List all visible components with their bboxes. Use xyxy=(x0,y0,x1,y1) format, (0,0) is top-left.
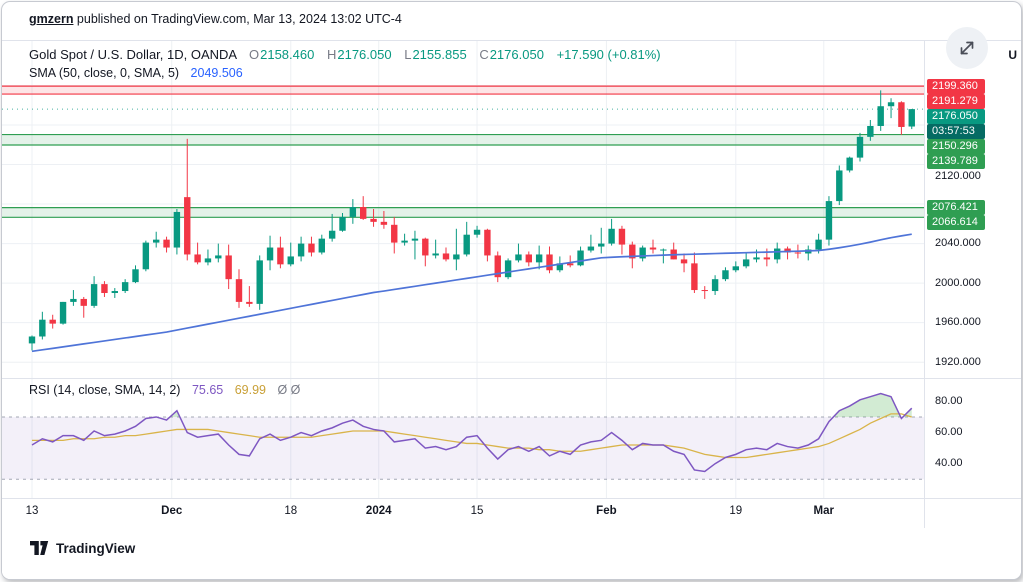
rsi-pane-chart[interactable] xyxy=(2,378,924,498)
attribution-text: published on TradingView.com, Mar 13, 20… xyxy=(73,12,402,26)
price-scale-label-plain: 2040.000 xyxy=(935,237,981,250)
sma-line xyxy=(31,233,912,353)
high-label: H xyxy=(326,47,337,62)
symbol-title: Gold Spot / U.S. Dollar, 1D, OANDA xyxy=(29,47,237,62)
open-value: 2158.460 xyxy=(260,47,315,62)
resistance-zone xyxy=(2,86,924,95)
expand-arrows-icon xyxy=(960,41,974,55)
time-axis[interactable]: 13 Dec 18 2024 15 Feb 19 Mar xyxy=(2,498,924,528)
rsi-title: RSI (14, close, SMA, 14, 2) xyxy=(29,383,181,397)
change-value: +17.590 (+0.81%) xyxy=(556,47,661,62)
sma-title: SMA (50, close, 0, SMA, 5) xyxy=(29,66,180,80)
symbol-legend-row[interactable]: Gold Spot / U.S. Dollar, 1D, OANDA O2158… xyxy=(29,47,661,62)
sma-legend-row[interactable]: SMA (50, close, 0, SMA, 5) 2049.506 xyxy=(29,66,243,80)
tradingview-logo-icon xyxy=(30,541,49,555)
low-label: L xyxy=(404,47,412,62)
time-axis-tick: 18 xyxy=(284,505,298,517)
attribution: gmzern published on TradingView.com, Mar… xyxy=(29,12,402,26)
open-label: O xyxy=(248,47,260,62)
candlestick-series xyxy=(28,90,915,351)
footer: TradingView xyxy=(2,528,1021,579)
time-axis-tick: 2024 xyxy=(365,505,392,517)
time-axis-tick: Mar xyxy=(813,505,834,517)
close-value: 2176.050 xyxy=(489,47,544,62)
corner-partial-text: U xyxy=(1008,48,1017,62)
price-scale-label-countdown: 03:57:53 xyxy=(927,123,985,139)
rsi-ma-line xyxy=(32,413,912,459)
price-scale-label-plain: 2120.000 xyxy=(935,169,981,182)
price-scale-label-plain: 1960.000 xyxy=(935,316,981,329)
time-axis-tick: 13 xyxy=(25,505,39,517)
support-zone xyxy=(2,207,924,218)
price-scale-label-last: 2176.050 xyxy=(927,108,985,124)
rsi-legend-row[interactable]: RSI (14, close, SMA, 14, 2) 75.65 69.99 … xyxy=(29,383,300,397)
price-scale-label-plain: 2000.000 xyxy=(935,276,981,289)
price-scale-label-plain: 1920.000 xyxy=(935,355,981,368)
close-label: C xyxy=(479,47,489,62)
rsi-ma-value: 69.99 xyxy=(234,383,266,397)
time-axis-tick: Dec xyxy=(161,505,183,517)
support-zone xyxy=(2,134,924,145)
price-pane-chart[interactable] xyxy=(2,40,924,378)
rsi-band xyxy=(2,416,924,480)
chart-top-divider xyxy=(2,40,1021,41)
high-value: 2176.050 xyxy=(337,47,392,62)
author-link[interactable]: gmzern xyxy=(29,12,74,26)
time-axis-tick: 15 xyxy=(470,505,484,517)
price-scale-label-green: 2076.421 xyxy=(927,200,985,216)
rsi-line xyxy=(31,392,913,473)
price-scale[interactable]: 2199.360 2191.279 2176.050 03:57:53 2150.296… xyxy=(924,2,1021,528)
rsi-value: 75.65 xyxy=(191,383,224,397)
time-axis-divider xyxy=(2,498,1021,499)
expand-button[interactable] xyxy=(946,27,988,69)
time-axis-tick: Feb xyxy=(596,505,617,517)
price-scale-label-green: 2139.789 xyxy=(927,153,985,169)
price-scale-label-red: 2191.279 xyxy=(927,93,985,109)
time-axis-tick: 19 xyxy=(729,505,743,517)
pane-divider xyxy=(2,378,1021,379)
low-value: 2155.855 xyxy=(412,47,467,62)
price-scale-label-green: 2150.296 xyxy=(927,138,985,154)
rsi-empty-values: Ø Ø xyxy=(277,383,301,397)
price-scale-label-red: 2199.360 xyxy=(927,78,985,94)
price-scale-divider xyxy=(924,40,925,528)
rsi-scale-label: 80.00 xyxy=(935,394,963,407)
price-scale-label-green: 2066.614 xyxy=(927,215,985,231)
brand-text: TradingView xyxy=(56,541,136,556)
sma-value: 2049.506 xyxy=(190,66,243,80)
tradingview-logo[interactable]: TradingView xyxy=(30,541,135,556)
rsi-scale-label: 40.00 xyxy=(935,457,963,470)
rsi-scale-label: 60.00 xyxy=(935,426,963,439)
